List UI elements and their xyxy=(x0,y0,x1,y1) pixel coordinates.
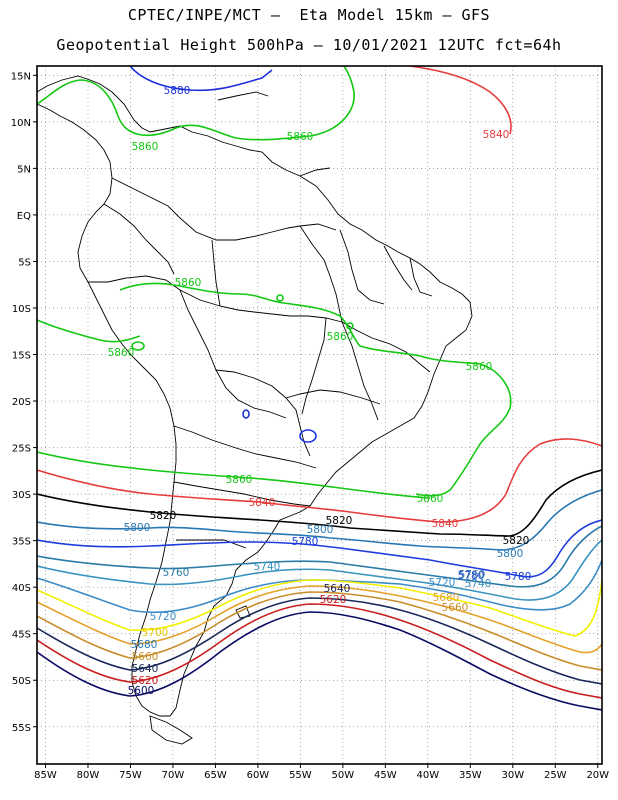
lat-tick-label: 35S xyxy=(12,537,31,548)
lon-tick-label: 65W xyxy=(204,770,227,781)
contour-label: 5660 xyxy=(442,602,469,614)
contour-label: 5840 xyxy=(483,129,510,141)
contour-label: 5880 xyxy=(164,85,191,97)
chart-title-line1: CPTEC/INPE/MCT – Eta Model 15km – GFS xyxy=(127,6,491,24)
lat-tick-label: 15S xyxy=(12,351,31,362)
lat-tick-label: 25S xyxy=(12,444,31,455)
lon-tick-label: 60W xyxy=(247,770,270,781)
contour-label: 5640 xyxy=(324,583,351,595)
contour-label: 5820 xyxy=(326,515,353,527)
contour-label: 5700 xyxy=(142,627,169,639)
lat-tick-label: 40S xyxy=(12,583,31,594)
lon-tick-label: 50W xyxy=(332,770,355,781)
contour-label: 5660 xyxy=(132,651,159,663)
contour-label: 5860 xyxy=(287,131,314,143)
contour-label: 5740 xyxy=(254,561,281,573)
lat-tick-label: 50S xyxy=(12,676,31,687)
lon-tick-label: 20W xyxy=(586,770,609,781)
contour-label: 5780 xyxy=(458,570,485,582)
lon-tick-label: 70W xyxy=(162,770,185,781)
contour-label: 5820 xyxy=(150,510,177,522)
contour-label: 5860 xyxy=(108,347,135,359)
contour-label: 5840 xyxy=(249,497,276,509)
lat-tick-label: EQ xyxy=(17,211,31,222)
contour-label: 5860 xyxy=(327,331,354,343)
axis-ticks: 15N 10N 5N EQ 5S 10S 15S 20S 25S 30S 35S 40S 45S 50S 5… xyxy=(11,71,609,781)
lon-tick-label: 25W xyxy=(544,770,567,781)
contour-labels: 5880 5860 5860 5840 5860 5860 5860 5860 … xyxy=(108,85,532,697)
graticule-grid xyxy=(37,66,602,764)
contour-label: 5800 xyxy=(124,522,151,534)
lat-tick-label: 10N xyxy=(11,118,31,129)
contour-label: 5720 xyxy=(429,577,456,589)
lon-tick-label: 40W xyxy=(417,770,440,781)
contour-label: 5860 xyxy=(466,361,493,373)
lon-tick-label: 55W xyxy=(289,770,312,781)
lat-tick-label: 5N xyxy=(17,164,31,175)
lon-tick-label: 35W xyxy=(459,770,482,781)
contour-label: 5800 xyxy=(307,524,334,536)
lat-tick-label: 15N xyxy=(11,71,31,82)
lon-tick-label: 45W xyxy=(374,770,397,781)
lon-tick-label: 85W xyxy=(34,770,57,781)
contour-label: 5860 xyxy=(175,277,202,289)
chart-title-line2: Geopotential Height 500hPa – 10/01/2021 … xyxy=(56,36,562,54)
contour-label: 5760 xyxy=(163,567,190,579)
contour-label: 5840 xyxy=(432,518,459,530)
contour-label: 5680 xyxy=(131,639,158,651)
contour-label: 5800 xyxy=(497,548,524,560)
contour-label: 5860 xyxy=(132,141,159,153)
plot-frame xyxy=(36,65,603,765)
lat-tick-label: 55S xyxy=(12,723,31,734)
contour-label: 5620 xyxy=(320,594,347,606)
contour-label: 5620 xyxy=(132,675,159,687)
contour-label: 5860 xyxy=(417,493,444,505)
contour-label: 5760 xyxy=(459,569,486,581)
contour-label: 5780 xyxy=(505,571,532,583)
lat-tick-label: 20S xyxy=(12,397,31,408)
lat-tick-label: 45S xyxy=(12,630,31,641)
contour-label: 5600 xyxy=(128,685,155,697)
contour-label: 5780 xyxy=(292,536,319,548)
coastline xyxy=(37,75,473,745)
contour-label: 5860 xyxy=(226,474,253,486)
lat-tick-label: 10S xyxy=(12,304,31,315)
lon-tick-label: 30W xyxy=(501,770,524,781)
lat-tick-label: 30S xyxy=(12,490,31,501)
contour-lines xyxy=(37,66,602,711)
contour-label: 5640 xyxy=(132,663,159,675)
lat-tick-label: 5S xyxy=(18,257,31,268)
contour-label: 5720 xyxy=(150,611,177,623)
lon-tick-label: 80W xyxy=(77,770,100,781)
contour-label: 5680 xyxy=(433,592,460,604)
contour-label: 5820 xyxy=(503,535,530,547)
lon-tick-label: 75W xyxy=(119,770,142,781)
contour-label: 5740 xyxy=(465,578,492,590)
